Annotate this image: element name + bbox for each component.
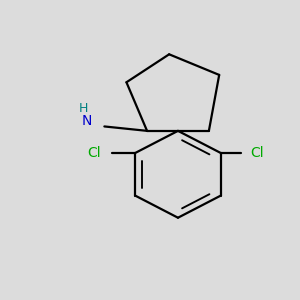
Text: Cl: Cl bbox=[87, 146, 101, 160]
Text: N: N bbox=[82, 114, 92, 128]
Text: Cl: Cl bbox=[251, 146, 264, 160]
Text: H: H bbox=[79, 102, 88, 115]
